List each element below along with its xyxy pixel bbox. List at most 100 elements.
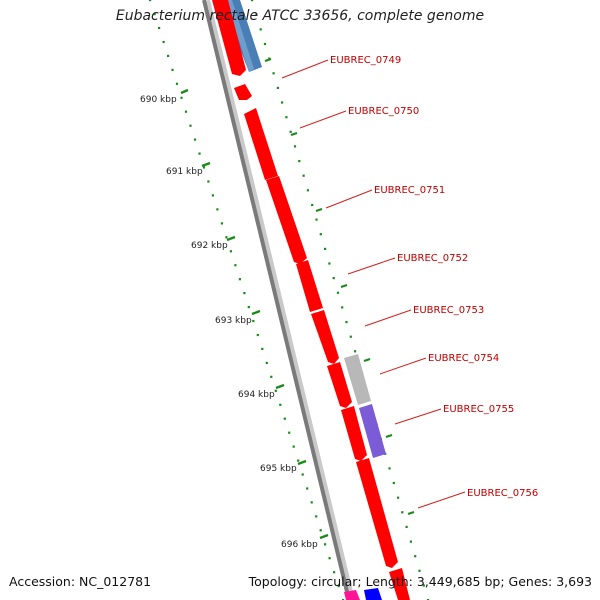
outer-tick [363, 357, 371, 363]
gene-feature-red[interactable] [266, 176, 307, 264]
ring-dot [247, 306, 250, 309]
ruler-label-693kbp: 693 kbp [215, 316, 252, 326]
gene-label-eubrec-0751[interactable]: EUBREC_0751 [374, 185, 445, 196]
ring-dot [292, 445, 295, 448]
gene-label-eubrec-0753[interactable]: EUBREC_0753 [413, 305, 484, 316]
gene-feature-red[interactable] [234, 84, 252, 100]
gene-label-eubrec-0755[interactable]: EUBREC_0755 [443, 404, 514, 415]
leader-line [347, 257, 396, 275]
outer-tick [290, 131, 298, 137]
label-leader-lines [281, 59, 466, 509]
gene-feature-gray[interactable] [344, 354, 371, 405]
ring-dot [293, 145, 297, 148]
ring-dot [252, 319, 255, 323]
ring-dot [328, 262, 331, 265]
outer-tick [264, 57, 272, 63]
ring-dot [337, 585, 340, 588]
ring-dot [397, 496, 400, 499]
gene-feature-purple[interactable] [359, 404, 386, 458]
gene-feature-blue-bottom[interactable] [364, 588, 382, 600]
ring-dot [162, 40, 165, 44]
ring-dot [281, 101, 284, 104]
ring-dot [315, 515, 318, 518]
gene-feature-red[interactable] [327, 362, 352, 408]
ring-dot [263, 42, 267, 46]
ring-dot [345, 321, 348, 324]
ring-dot [341, 306, 344, 309]
ring-dot [238, 278, 241, 281]
ring-dot [256, 333, 259, 337]
gene-label-eubrec-0749[interactable]: EUBREC_0749 [330, 55, 401, 66]
ring-dot [207, 180, 210, 183]
inner-dotted-ring [149, 0, 345, 600]
ring-dot [332, 277, 335, 280]
gene-feature-magenta[interactable] [344, 590, 360, 600]
ruler-label-692kbp: 692 kbp [191, 241, 228, 251]
ring-dot [392, 481, 395, 485]
ring-dot [167, 54, 170, 57]
ruler-tick [201, 161, 211, 168]
ring-dot [279, 403, 282, 406]
ring-dot [272, 72, 275, 75]
ring-dot [328, 557, 331, 560]
position-ruler: 690 kbp 691 kbp 692 kbp 693 kbp 694 kbp … [140, 88, 329, 550]
ring-dot [211, 194, 214, 197]
gene-label-eubrec-0750[interactable]: EUBREC_0750 [348, 106, 419, 117]
ruler-tick [275, 383, 285, 390]
ring-dot [285, 116, 288, 119]
leader-line [394, 408, 442, 425]
ring-dot [283, 417, 286, 420]
ruler-label-690kbp: 690 kbp [140, 95, 177, 105]
ring-dot [175, 82, 179, 85]
ring-dot [306, 487, 309, 490]
ring-dot [422, 584, 425, 587]
ring-dot [401, 511, 404, 514]
ring-dot [270, 375, 273, 378]
outer-tick [385, 433, 393, 439]
gene-label-eubrec-0756[interactable]: EUBREC_0756 [467, 488, 538, 499]
ring-dot [298, 160, 301, 163]
ring-dot [302, 174, 305, 177]
gene-feature-red[interactable] [296, 260, 323, 312]
gene-feature-red[interactable] [341, 406, 367, 461]
ruler-label-696kbp: 696 kbp [281, 540, 318, 550]
ruler-label-691kbp: 691 kbp [166, 167, 203, 177]
gene-feature-red[interactable] [212, 0, 246, 76]
ring-dot [193, 138, 197, 141]
ring-dot [288, 431, 291, 434]
leader-line [299, 110, 347, 129]
gene-feature-blue-highlight [226, 0, 254, 72]
ruler-tick [297, 459, 307, 466]
ring-dot [333, 571, 336, 574]
genome-backbone [202, 0, 351, 600]
leader-line [379, 357, 427, 375]
ring-dot [414, 555, 417, 558]
gene-label-eubrec-0754[interactable]: EUBREC_0754 [428, 353, 499, 364]
gene-feature-red[interactable] [356, 458, 398, 568]
ring-dot [310, 501, 313, 504]
ring-dot [315, 218, 318, 221]
ring-dot [354, 350, 357, 353]
leader-line [364, 309, 412, 327]
outer-tick [340, 283, 348, 289]
genome-backbone-shadow [206, 0, 355, 600]
gene-label-eubrec-0752[interactable]: EUBREC_0752 [397, 253, 468, 264]
genome-summary-text: Topology: circular; Length: 3,449,685 bp… [248, 574, 592, 589]
gene-feature-red[interactable] [389, 568, 410, 600]
map-title: Eubacterium rectale ATCC 33656, complete… [115, 8, 485, 24]
ring-dot [319, 233, 322, 236]
ruler-tick [180, 88, 189, 95]
gene-feature-red[interactable] [244, 108, 278, 180]
accession-text: Accession: NC_012781 [9, 574, 152, 589]
ruler-label-694kbp: 694 kbp [238, 390, 275, 400]
ring-dot [276, 86, 279, 89]
ring-dot [202, 166, 206, 169]
ring-dot [349, 335, 352, 338]
outer-tick [315, 207, 323, 213]
ring-dot [311, 203, 314, 207]
ring-dot [306, 189, 309, 192]
gene-feature-red[interactable] [311, 310, 339, 364]
outer-ring-ticks [264, 57, 415, 516]
